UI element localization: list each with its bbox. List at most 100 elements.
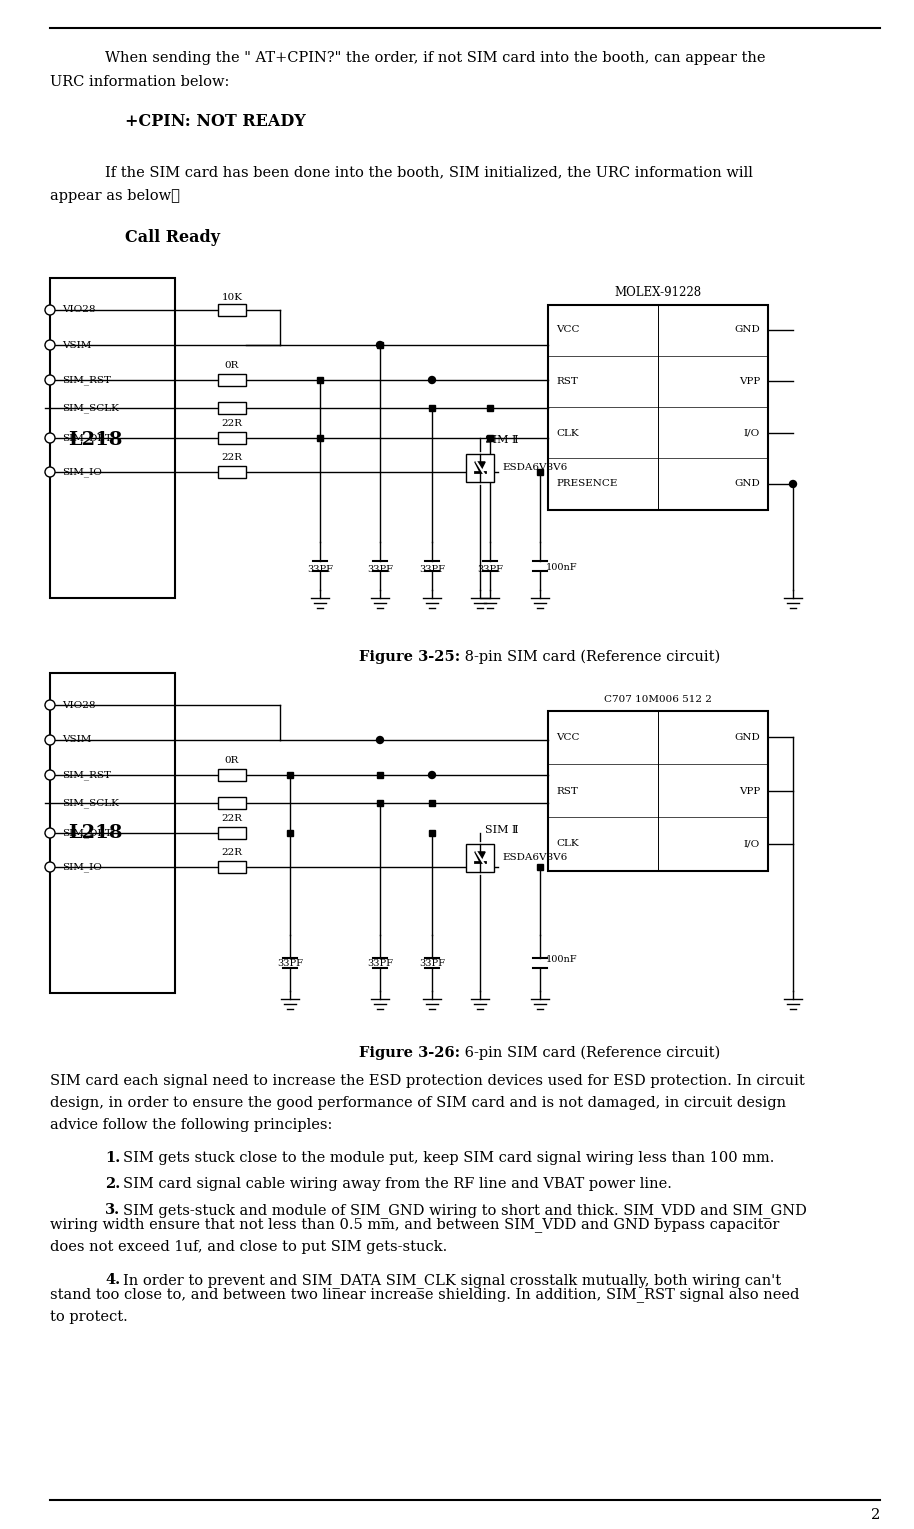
Text: Call Ready: Call Ready — [125, 229, 220, 246]
Text: VIO28: VIO28 — [62, 700, 95, 709]
Bar — [465, 844, 494, 873]
Circle shape — [45, 466, 55, 477]
Bar — [287, 830, 293, 836]
Bar — [429, 830, 435, 836]
Circle shape — [429, 376, 435, 384]
Text: 3.: 3. — [105, 1203, 120, 1217]
Circle shape — [45, 375, 55, 385]
Circle shape — [45, 700, 55, 709]
Text: VSIM: VSIM — [62, 735, 91, 745]
Text: 0R: 0R — [225, 755, 239, 764]
Bar — [218, 861, 246, 873]
Text: GND: GND — [734, 732, 760, 742]
Text: 100nF: 100nF — [546, 956, 578, 965]
Text: SIM Ⅱ: SIM Ⅱ — [485, 826, 518, 835]
Text: design, in order to ensure the good performance of SIM card and is not damaged, : design, in order to ensure the good perf… — [50, 1096, 786, 1110]
Text: SIM card each signal need to increase the ESD protection devices used for ESD pr: SIM card each signal need to increase th… — [50, 1073, 804, 1089]
Text: wiring width ensure that not less than 0.5 mm, and between SIM_VDD and GND bypas: wiring width ensure that not less than 0… — [50, 1217, 780, 1232]
Text: 33PF: 33PF — [307, 566, 333, 575]
Text: SIM_IO: SIM_IO — [62, 862, 101, 872]
Bar — [218, 466, 246, 479]
Bar — [377, 342, 383, 349]
Text: SIM_IO: SIM_IO — [62, 468, 101, 477]
Text: SIM gets-stuck and module of SIM_GND wiring to short and thick. SIM_VDD and SIM_: SIM gets-stuck and module of SIM_GND wir… — [123, 1203, 807, 1219]
Text: SIM_SCLK: SIM_SCLK — [62, 798, 119, 807]
Bar — [218, 827, 246, 839]
Text: 22R: 22R — [221, 419, 242, 428]
Circle shape — [45, 735, 55, 745]
Bar — [218, 375, 246, 385]
Text: PRESENCE: PRESENCE — [556, 480, 617, 488]
Text: L218: L218 — [68, 431, 122, 450]
Text: I/O: I/O — [744, 839, 760, 849]
Circle shape — [45, 339, 55, 350]
Text: does not exceed 1uf, and close to put SIM gets-stuck.: does not exceed 1uf, and close to put SI… — [50, 1240, 447, 1254]
Text: SIM gets stuck close to the module put, keep SIM card signal wiring less than 10: SIM gets stuck close to the module put, … — [123, 1151, 774, 1165]
Bar — [377, 772, 383, 778]
Text: 0R: 0R — [225, 361, 239, 370]
Bar — [429, 405, 435, 411]
Circle shape — [45, 433, 55, 443]
Text: +CPIN: NOT READY: +CPIN: NOT READY — [125, 113, 306, 130]
Text: 22R: 22R — [221, 849, 242, 856]
Bar — [537, 469, 543, 476]
Text: 33PF: 33PF — [419, 566, 445, 575]
Text: GND: GND — [734, 326, 760, 335]
Text: 33PF: 33PF — [277, 959, 303, 968]
Text: SIM_RST: SIM_RST — [62, 771, 111, 780]
Text: 2: 2 — [871, 1508, 880, 1521]
Text: appear as below：: appear as below： — [50, 190, 180, 203]
Circle shape — [377, 341, 384, 349]
Bar — [50, 278, 175, 598]
Bar — [218, 402, 246, 414]
Text: I/O: I/O — [744, 428, 760, 437]
Text: SIM_DET: SIM_DET — [62, 829, 112, 838]
Bar — [537, 864, 543, 870]
Text: VCC: VCC — [556, 732, 579, 742]
Circle shape — [377, 737, 384, 743]
Bar — [487, 405, 493, 411]
Text: MOLEX-91228: MOLEX-91228 — [614, 286, 702, 300]
Text: L218: L218 — [68, 824, 122, 842]
Text: SIM card signal cable wiring away from the RF line and VBAT power line.: SIM card signal cable wiring away from t… — [123, 1177, 672, 1191]
Bar — [548, 304, 768, 511]
Text: 33PF: 33PF — [419, 959, 445, 968]
Text: If the SIM card has been done into the booth, SIM initialized, the URC informati: If the SIM card has been done into the b… — [105, 165, 753, 179]
Text: SIM Ⅱ: SIM Ⅱ — [485, 434, 518, 445]
Text: 1.: 1. — [105, 1151, 121, 1165]
Text: CLK: CLK — [556, 428, 579, 437]
Text: to protect.: to protect. — [50, 1310, 128, 1324]
Bar — [317, 434, 323, 440]
Bar — [218, 304, 246, 317]
Bar — [218, 797, 246, 809]
Text: 10K: 10K — [221, 294, 242, 303]
Text: Figure 3-26:: Figure 3-26: — [359, 1046, 460, 1060]
Circle shape — [429, 772, 435, 778]
Text: 33PF: 33PF — [367, 566, 393, 575]
Text: RST: RST — [556, 786, 578, 795]
Text: GND: GND — [734, 480, 760, 488]
Circle shape — [790, 480, 796, 488]
Text: advice follow the following principles:: advice follow the following principles: — [50, 1118, 333, 1131]
Text: ESDA6V8V6: ESDA6V8V6 — [502, 853, 568, 862]
Polygon shape — [475, 852, 485, 862]
Text: In order to prevent and SIM_DATA SIM_CLK signal crosstalk mutually, both wiring : In order to prevent and SIM_DATA SIM_CLK… — [123, 1274, 781, 1287]
Text: 33PF: 33PF — [477, 566, 503, 575]
Text: C707 10M006 512 2: C707 10M006 512 2 — [604, 694, 712, 703]
Text: URC information below:: URC information below: — [50, 75, 229, 89]
Text: VPP: VPP — [739, 376, 760, 385]
Text: CLK: CLK — [556, 839, 579, 849]
Text: 22R: 22R — [221, 453, 242, 462]
Bar — [548, 711, 768, 872]
Text: VSIM: VSIM — [62, 341, 91, 350]
Polygon shape — [475, 462, 485, 472]
Text: 4.: 4. — [105, 1274, 120, 1287]
Text: 2.: 2. — [105, 1177, 121, 1191]
Text: When sending the " AT+CPIN?" the order, if not SIM card into the booth, can appe: When sending the " AT+CPIN?" the order, … — [105, 50, 766, 66]
Bar — [487, 434, 493, 440]
Circle shape — [45, 829, 55, 838]
Bar — [287, 772, 293, 778]
Text: VCC: VCC — [556, 326, 579, 335]
Text: SIM_SCLK: SIM_SCLK — [62, 404, 119, 413]
Text: stand too close to, and between two linear increase shielding. In addition, SIM_: stand too close to, and between two line… — [50, 1287, 800, 1303]
